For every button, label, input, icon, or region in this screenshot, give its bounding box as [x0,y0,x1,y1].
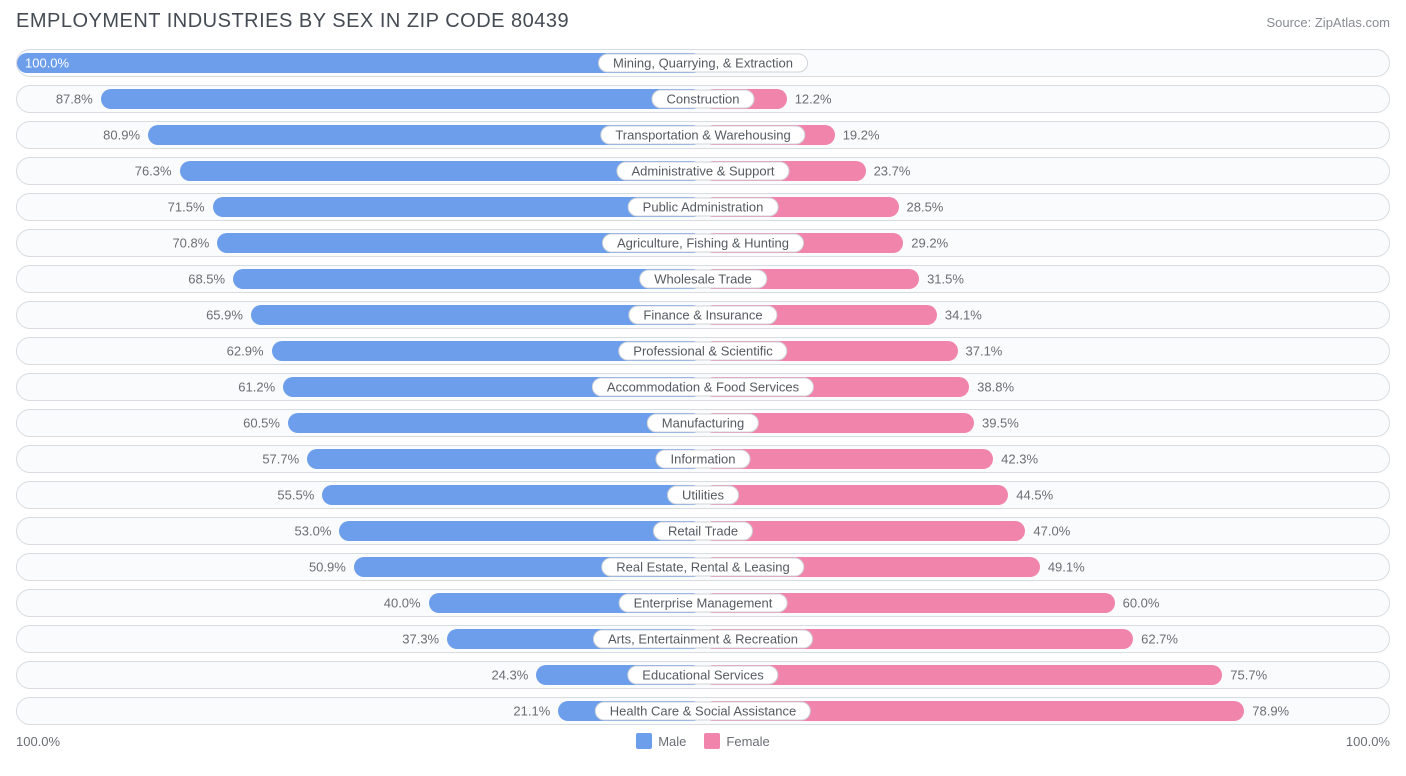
category-label: Retail Trade [653,522,753,541]
value-female: 49.1% [1048,560,1085,575]
legend: Male Female [636,733,770,749]
value-male: 87.8% [56,92,93,107]
category-label: Arts, Entertainment & Recreation [593,630,813,649]
legend-swatch-female [704,733,720,749]
value-male: 70.8% [172,236,209,251]
category-label: Health Care & Social Assistance [595,702,811,721]
value-male: 100.0% [25,56,69,71]
chart-row: 87.8% 12.2% Construction [16,85,1390,113]
category-label: Information [655,450,750,469]
legend-item-male: Male [636,733,686,749]
value-male: 71.5% [168,200,205,215]
value-male: 76.3% [135,164,172,179]
value-female: 37.1% [966,344,1003,359]
value-female: 44.5% [1016,488,1053,503]
value-female: 78.9% [1252,704,1289,719]
value-male: 80.9% [103,128,140,143]
chart-row: 24.3% 75.7% Educational Services [16,661,1390,689]
axis-left-label: 100.0% [16,734,60,749]
value-female: 60.0% [1123,596,1160,611]
value-female: 23.7% [874,164,911,179]
value-male: 50.9% [309,560,346,575]
bar-male [307,449,703,469]
value-female: 38.8% [977,380,1014,395]
value-female: 31.5% [927,272,964,287]
value-female: 47.0% [1033,524,1070,539]
chart-row: 62.9% 37.1% Professional & Scientific [16,337,1390,365]
value-male: 60.5% [243,416,280,431]
value-female: 42.3% [1001,452,1038,467]
category-label: Finance & Insurance [628,306,777,325]
chart-row: 60.5% 39.5% Manufacturing [16,409,1390,437]
category-label: Real Estate, Rental & Leasing [601,558,804,577]
category-label: Administrative & Support [616,162,789,181]
value-female: 19.2% [843,128,880,143]
value-female: 39.5% [982,416,1019,431]
chart-row: 65.9% 34.1% Finance & Insurance [16,301,1390,329]
value-male: 55.5% [277,488,314,503]
chart-row: 55.5% 44.5% Utilities [16,481,1390,509]
bar-male [101,89,703,109]
diverging-bar-chart: 100.0%0.0%Mining, Quarrying, & Extractio… [16,49,1390,725]
value-male: 24.3% [491,668,528,683]
category-label: Enterprise Management [619,594,788,613]
bar-male [322,485,703,505]
chart-footer: 100.0% Male Female 100.0% [16,733,1390,749]
chart-row: 76.3% 23.7% Administrative & Support [16,157,1390,185]
category-label: Wholesale Trade [639,270,767,289]
value-female: 28.5% [907,200,944,215]
category-label: Public Administration [628,198,779,217]
legend-label-female: Female [726,734,769,749]
axis-right-label: 100.0% [1346,734,1390,749]
category-label: Manufacturing [647,414,759,433]
legend-swatch-male [636,733,652,749]
value-female: 62.7% [1141,632,1178,647]
chart-row: 57.7% 42.3% Information [16,445,1390,473]
chart-row: 37.3% 62.7% Arts, Entertainment & Recreati… [16,625,1390,653]
category-label: Professional & Scientific [618,342,787,361]
value-male: 61.2% [238,380,275,395]
chart-row: 50.9% 49.1% Real Estate, Rental & Leasing [16,553,1390,581]
chart-row: 68.5% 31.5% Wholesale Trade [16,265,1390,293]
value-male: 37.3% [402,632,439,647]
chart-row: 53.0% 47.0% Retail Trade [16,517,1390,545]
legend-item-female: Female [704,733,769,749]
chart-row: 61.2% 38.8% Accommodation & Food Services [16,373,1390,401]
bar-female [703,485,1008,505]
value-male: 53.0% [295,524,332,539]
chart-row: 80.9% 19.2% Transportation & Warehousing [16,121,1390,149]
value-male: 62.9% [227,344,264,359]
chart-row: 100.0%0.0%Mining, Quarrying, & Extractio… [16,49,1390,77]
category-label: Accommodation & Food Services [592,378,814,397]
category-label: Construction [652,90,755,109]
chart-source: Source: ZipAtlas.com [1266,15,1390,30]
category-label: Utilities [667,486,739,505]
value-female: 34.1% [945,308,982,323]
value-female: 29.2% [911,236,948,251]
category-label: Agriculture, Fishing & Hunting [602,234,804,253]
bar-female [703,665,1222,685]
legend-label-male: Male [658,734,686,749]
value-male: 68.5% [188,272,225,287]
chart-row: 21.1% 78.9% Health Care & Social Assistanc… [16,697,1390,725]
category-label: Mining, Quarrying, & Extraction [598,54,808,73]
category-label: Educational Services [627,666,778,685]
bar-male [339,521,703,541]
chart-row: 40.0% 60.0% Enterprise Management [16,589,1390,617]
bar-male [288,413,703,433]
value-male: 65.9% [206,308,243,323]
value-female: 75.7% [1230,668,1267,683]
value-male: 57.7% [262,452,299,467]
chart-header: EMPLOYMENT INDUSTRIES BY SEX IN ZIP CODE… [16,10,1390,33]
chart-row: 71.5% 28.5% Public Administration [16,193,1390,221]
category-label: Transportation & Warehousing [600,126,805,145]
value-male: 21.1% [513,704,550,719]
value-female: 12.2% [795,92,832,107]
value-male: 40.0% [384,596,421,611]
bar-male [233,269,703,289]
chart-title: EMPLOYMENT INDUSTRIES BY SEX IN ZIP CODE… [16,10,569,33]
chart-row: 70.8% 29.2% Agriculture, Fishing & Hunting [16,229,1390,257]
